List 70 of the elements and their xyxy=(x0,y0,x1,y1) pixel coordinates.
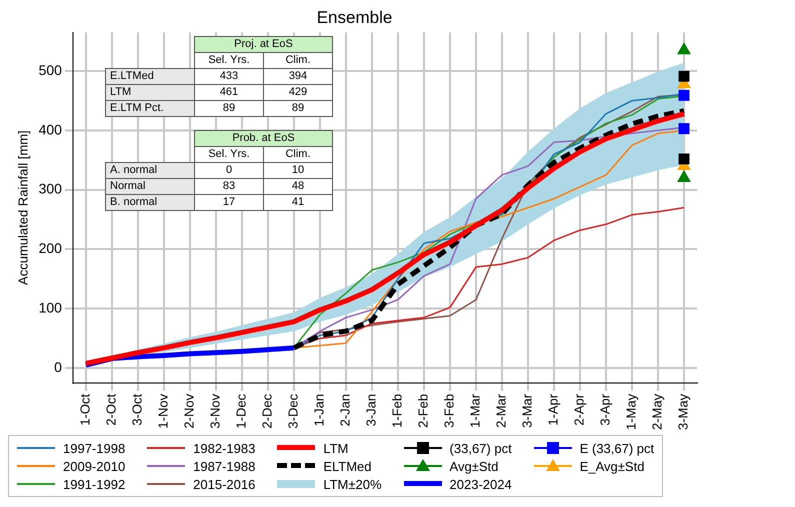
annotation: Proj. at EoS xyxy=(194,36,332,52)
x-tick-label: 1-Dec xyxy=(234,393,249,429)
annotation: Sel. Yrs. xyxy=(194,146,264,162)
y-tick-label: 200 xyxy=(38,240,62,256)
x-tick-label: 3-Jan xyxy=(364,394,379,426)
y-tick-label: 100 xyxy=(38,299,62,316)
legend-label: LTM±20% xyxy=(323,476,382,492)
x-tick-label: 3-Mar xyxy=(520,393,535,428)
annotation: 48 xyxy=(264,178,332,194)
legend-label: 1991-1992 xyxy=(63,476,126,492)
x-tick-label: 1-Oct xyxy=(78,394,93,426)
annotation: LTM xyxy=(106,84,194,100)
legend-label: 2015-2016 xyxy=(193,476,256,492)
annotation: 89 xyxy=(264,100,332,116)
x-tick-label: 1-May xyxy=(624,393,639,430)
annotation: 41 xyxy=(264,194,332,210)
x-tick-label: 1-Nov xyxy=(156,393,171,429)
chart-title: Ensemble xyxy=(316,8,392,27)
legend-label: (33,67) pct xyxy=(450,440,512,456)
annotation: 429 xyxy=(264,84,332,100)
legend-label: 2009-2010 xyxy=(63,458,126,474)
x-tick-label: 1-Apr xyxy=(546,393,561,426)
legend-label: E_Avg±Std xyxy=(580,458,644,474)
x-tick-label: 1-Mar xyxy=(468,393,483,428)
annotation: 433 xyxy=(194,68,264,84)
legend-label: 1997-1998 xyxy=(63,440,126,456)
annotation: A. normal xyxy=(106,162,194,178)
x-tick-label: 3-Oct xyxy=(130,394,145,426)
annotation: 394 xyxy=(264,68,332,84)
x-tick-label: 2-Dec xyxy=(260,393,275,429)
x-tick-label: 3-May xyxy=(676,393,691,430)
x-tick-label: 3-Nov xyxy=(208,393,223,429)
y-axis-title: Accumulated Rainfall [mm] xyxy=(15,130,30,285)
annotation: 83 xyxy=(194,178,264,194)
x-tick-label: 1-Feb xyxy=(390,394,405,428)
y-tick-label: 500 xyxy=(38,62,62,78)
y-tick-label: 300 xyxy=(38,180,62,197)
x-tick-label: 2-Feb xyxy=(416,394,431,428)
annotation: 10 xyxy=(264,162,332,178)
y-tick-label: 400 xyxy=(38,121,62,138)
legend-label: 1987-1988 xyxy=(193,458,256,474)
annotation: E.LTMed xyxy=(106,68,194,84)
x-tick-label: 2-Oct xyxy=(104,394,119,426)
x-tick-label: 3-Dec xyxy=(286,393,301,429)
x-tick-label: 1-Jan xyxy=(312,394,327,426)
legend-label: LTM xyxy=(323,440,348,456)
annotation: Clim. xyxy=(264,146,332,162)
annotation: Sel. Yrs. xyxy=(194,52,264,68)
legend-label: ELTMed xyxy=(323,458,372,474)
annotation: 0 xyxy=(194,162,264,178)
x-tick-label: 2-Mar xyxy=(494,393,509,428)
x-tick-label: 2-Apr xyxy=(572,393,587,426)
annotation: B. normal xyxy=(106,194,194,210)
legend-label: Avg±Std xyxy=(450,458,498,474)
legend-label: 1982-1983 xyxy=(193,440,256,456)
x-tick-label: 3-Feb xyxy=(442,394,457,428)
x-tick-label: 3-Apr xyxy=(598,393,613,426)
x-tick-label: 2-Jan xyxy=(338,394,353,426)
legend-label: E (33,67) pct xyxy=(580,440,654,456)
annotation: 461 xyxy=(194,84,264,100)
x-tick-label: 2-May xyxy=(650,393,665,430)
annotation: Normal xyxy=(106,178,194,194)
annotation: 17 xyxy=(194,194,264,210)
legend-label: 2023-2024 xyxy=(450,476,512,492)
annotation: E.LTM Pct. xyxy=(106,100,194,116)
annotation: Prob. at EoS xyxy=(194,130,332,146)
annotation: 89 xyxy=(194,100,264,116)
y-tick-label: 0 xyxy=(54,358,62,375)
x-tick-label: 2-Nov xyxy=(182,393,197,429)
annotation: Clim. xyxy=(264,52,332,68)
